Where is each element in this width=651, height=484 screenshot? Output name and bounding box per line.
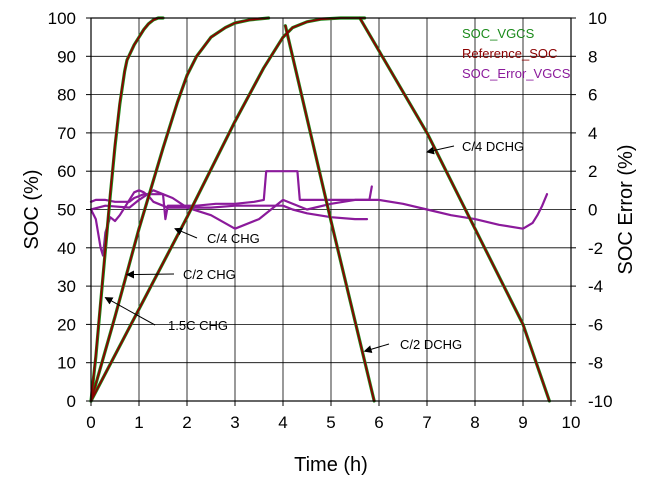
y-tick-label: 30 [57,277,76,296]
y2-tick-label: -10 [588,392,613,411]
annotation-label: C/4 DCHG [462,139,524,154]
annotations: 1.5C CHG C/2 CHG C/4 CHG C/4 DCHG C/2 DCHG [104,139,524,354]
y2-tick-label: -2 [588,239,603,258]
y2-tick-label: 4 [588,124,597,143]
x-tick-label: 9 [518,413,527,432]
x-tick-label: 4 [278,413,287,432]
y-tick-label: 40 [57,239,76,258]
y2-tick-label: 6 [588,86,597,105]
legend: SOC_VGCS Reference_SOC SOC_Error_VGCS [462,26,571,81]
y-tick-label: 0 [67,392,76,411]
y2-tick-label: -6 [588,315,603,334]
annotation-arrow [104,297,156,326]
y-tick-label: 20 [57,315,76,334]
series-line-soc-error-vgcs [89,189,549,230]
annotation-label: 1.5C CHG [168,318,228,333]
x-tick-label: 5 [326,413,335,432]
y-tick-label: 50 [57,201,76,220]
y2-axis-title: SOC Error (%) [615,145,637,275]
y2-tick-label: 2 [588,162,597,181]
annotation-label: C/2 CHG [183,267,236,282]
x-tick-label: 1 [134,413,143,432]
y-tick-label: 100 [48,9,76,28]
x-tick-label: 6 [374,413,383,432]
x-tick-label: 7 [422,413,431,432]
annotation-label: C/4 CHG [207,231,260,246]
annotation-arrow [174,227,198,239]
legend-entry: Reference_SOC [462,46,557,61]
annotation-label: C/2 DCHG [400,337,462,352]
series-line-reference-soc [90,17,164,402]
legend-entry: SOC_Error_VGCS [462,66,571,81]
annotation-arrow [426,145,455,155]
axis-ticks: 0 1 2 3 4 5 6 7 8 9 100102030405060708090100-10-8-… [48,9,613,432]
series-line-reference-soc [358,17,551,402]
annotation-arrow [126,270,175,279]
x-tick-label: 2 [182,413,191,432]
y-tick-label: 70 [57,124,76,143]
series-line-soc-error-vgcs [89,170,373,221]
x-tick-label: 8 [470,413,479,432]
y2-tick-label: 8 [588,47,597,66]
y-tick-label: 60 [57,162,76,181]
x-axis-title: Time (h) [294,454,368,476]
y-tick-label: 10 [57,354,76,373]
annotation-arrow [363,343,390,354]
series-lines [89,16,551,403]
x-tick-label: 10 [562,413,581,432]
x-tick-label: 3 [230,413,239,432]
y-tick-label: 80 [57,86,76,105]
y-tick-label: 90 [57,47,76,66]
y2-tick-label: -4 [588,277,603,296]
series-line-reference-soc [284,24,376,402]
legend-entry: SOC_VGCS [462,26,535,41]
series-line-reference-soc [90,17,270,402]
y2-tick-label: -8 [588,354,603,373]
y-axis-title: SOC (%) [21,170,43,250]
y2-tick-label: 0 [588,201,597,220]
x-tick-label: 0 [86,413,95,432]
y2-tick-label: 10 [588,9,607,28]
